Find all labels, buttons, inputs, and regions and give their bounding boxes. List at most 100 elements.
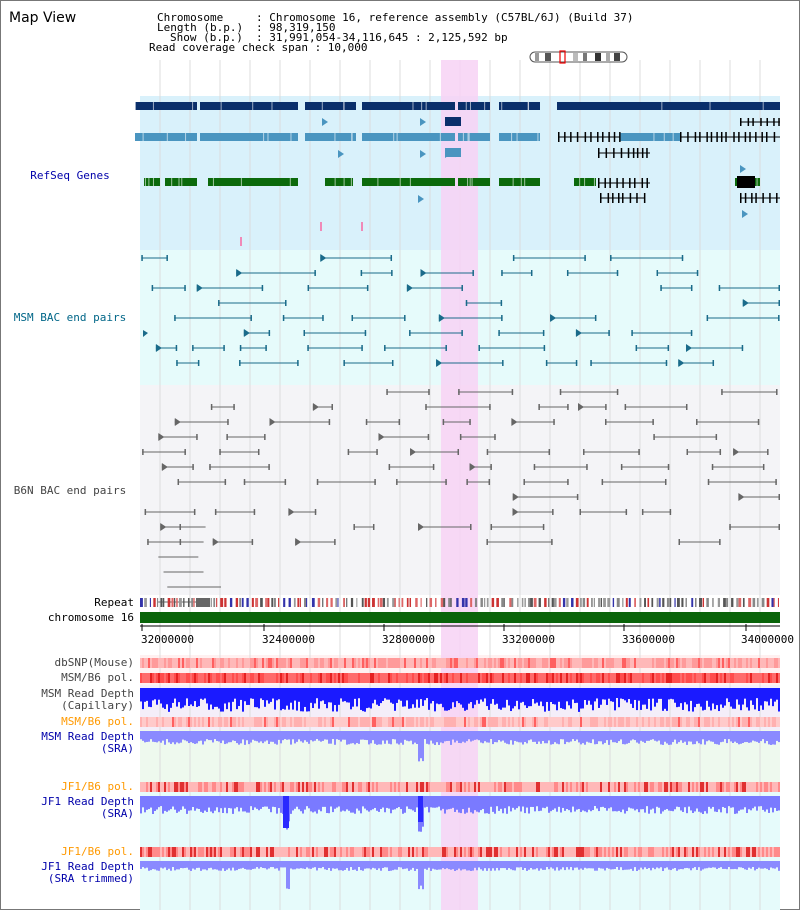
heat-cell [650,658,652,668]
depth-bar [654,688,656,707]
repeat-mark [149,598,151,607]
info-length-key: Length (b.p.) [157,21,244,34]
depth-bar [406,731,408,741]
depth-bar [360,796,362,814]
depth-bar [730,688,732,707]
depth-bar [506,861,508,870]
depth-bar [452,731,454,740]
depth-bar [152,861,154,870]
heat-cell [622,673,624,683]
depth-bar [246,861,248,870]
repeat-mark [736,598,739,607]
gene-block [144,178,160,186]
heat-cell [462,717,464,727]
bac-end [284,479,287,485]
msm-bac-label[interactable]: MSM BAC end pairs [13,311,127,324]
depth-bar [762,796,764,810]
heat-cell [238,673,240,683]
depth-bar [472,861,474,871]
bac-end [548,449,551,455]
heat-cell [718,847,720,857]
depth-bar [478,861,480,868]
heat-cell [252,658,254,668]
heat-cell [214,782,216,792]
heat-cell [448,782,450,792]
heat-cell [340,782,342,792]
heat-cell [364,673,366,683]
heat-cell [434,717,436,727]
heat-cell [140,658,142,668]
heat-cell [412,847,414,857]
depth-bar [760,861,762,869]
heat-cell [632,717,634,727]
bac-end-arrow [420,269,427,277]
b6n-bac-label[interactable]: B6N BAC end pairs [13,484,127,497]
heat-cell [762,847,764,857]
heat-cell [234,658,236,668]
heat-cell [532,847,534,857]
depth-bar [492,796,494,812]
heat-cell [546,717,548,727]
heat-cell [662,847,664,857]
depth-bar [454,731,456,743]
depth-bar [434,861,436,870]
heat-cell [424,673,426,683]
bac-end [778,494,780,500]
depth-bar [764,861,766,869]
depth-bar [496,731,498,743]
depth-bar [330,688,332,703]
heat-cell [376,658,378,668]
refseq-genes-label[interactable]: RefSeq Genes [30,169,110,182]
heat-cell [174,673,176,683]
bac-end [144,509,147,515]
heat-cell [160,847,162,857]
depth-bar [158,861,160,871]
depth-bar [478,688,480,704]
exon-mark [185,133,187,141]
depth-bar [450,731,452,745]
depth-bar [298,796,300,810]
heat-cell [440,717,442,727]
depth-bar [192,796,194,808]
heat-cell [654,658,656,668]
depth-bar [462,861,464,870]
heat-cell [188,717,190,727]
heat-cell [226,658,228,668]
repeat-mark [639,598,642,607]
depth-bar [444,861,446,870]
depth-bar [278,796,280,809]
depth-bar [442,861,444,869]
heat-cell [380,847,382,857]
heat-cell [166,717,168,727]
heat-cell [180,847,182,857]
heat-cell [282,717,284,727]
heat-cell [442,782,444,792]
depth-bar [606,861,608,868]
depth-bar [736,688,738,700]
heat-cell [232,673,234,683]
heat-cell [140,717,142,727]
depth-bar [594,688,596,702]
depth-bar [218,731,220,742]
heat-cell [438,717,440,727]
heat-cell [588,717,590,727]
depth-bar [730,796,732,808]
depth-bar [412,688,414,705]
depth-bar [394,688,396,711]
depth-bar [182,861,184,869]
depth-bar [380,796,382,809]
heat-cell [186,782,188,792]
depth-bar [698,731,700,744]
heat-cell [494,673,496,683]
heat-cell [474,673,476,683]
bac-end [608,330,610,336]
exon-mark [290,133,292,141]
depth-bar [604,688,606,700]
repeat-mark [666,598,669,607]
repeat-mark [662,598,665,607]
heat-cell [776,717,778,727]
bac-end [575,360,578,366]
heat-cell [484,847,486,857]
depth-bar [200,688,202,699]
depth-bar [484,796,486,814]
